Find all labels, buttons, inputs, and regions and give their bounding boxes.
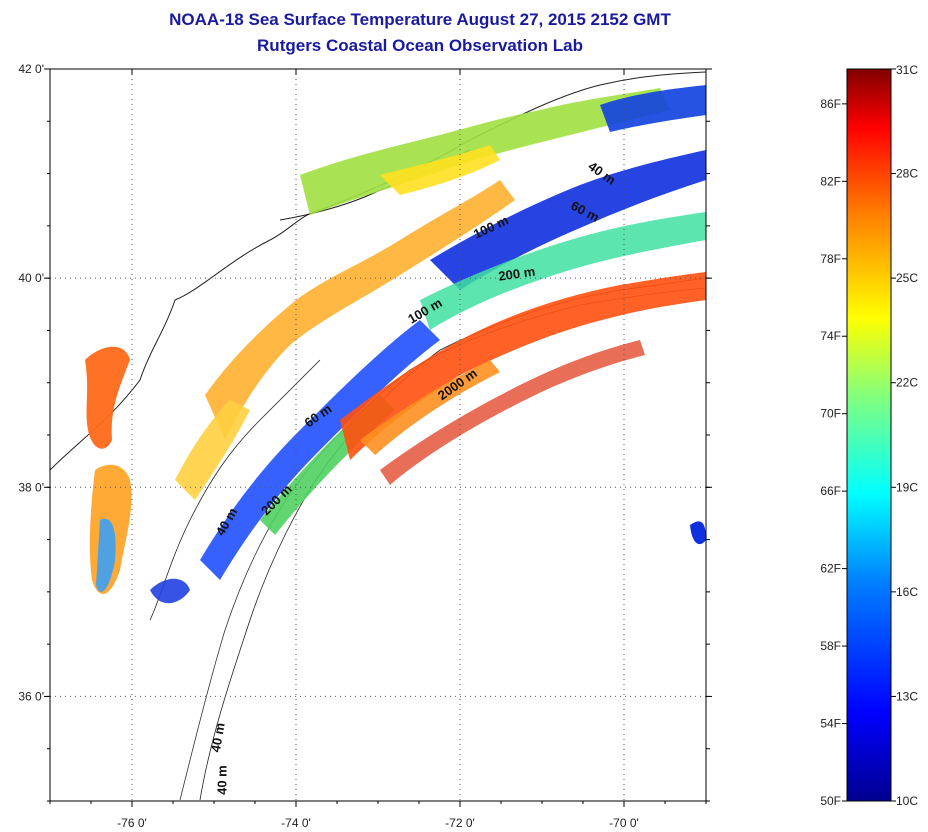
x-tick-label: -76 0': [117, 816, 147, 830]
colorbar-c-label: 31C: [896, 63, 918, 77]
colorbar-f-label: 62F: [820, 562, 841, 576]
colorbar-f-label: 86F: [820, 97, 841, 111]
y-tick-label: 40 0': [18, 271, 44, 285]
colorbar-f-label: 66F: [820, 484, 841, 498]
x-tick-label: -72 0': [445, 816, 475, 830]
colorbar-c-label: 28C: [896, 167, 918, 181]
colorbar-fahrenheit-labels: 86F 82F 78F 74F 70F 66F 62F 58F 54F 50F: [820, 97, 847, 808]
x-axis-ticks: -76 0' -74 0' -72 0' -70 0': [49, 69, 707, 830]
colorbar-c-label: 25C: [896, 271, 918, 285]
y-axis-ticks: 42 0' 40 0' 38 0' 36 0': [18, 62, 712, 802]
shelf-contour: [149, 359, 321, 621]
y-tick-label: 36 0': [18, 689, 44, 703]
colorbar-f-label: 74F: [820, 329, 841, 343]
colorbar: [846, 68, 892, 802]
colorbar-f-label: 50F: [820, 794, 841, 808]
x-tick-label: -70 0': [609, 816, 639, 830]
colorbar-c-label: 19C: [896, 480, 918, 494]
contour-label: 40 m: [214, 765, 229, 795]
lat-lon-grid: [50, 68, 706, 801]
y-tick-label: 38 0': [18, 480, 44, 494]
map-subtitle: Rutgers Coastal Ocean Observation Lab: [257, 36, 583, 55]
colorbar-c-label: 10C: [896, 794, 918, 808]
colorbar-f-label: 54F: [820, 717, 841, 731]
contour-label: 200 m: [497, 264, 536, 284]
map-title: NOAA-18 Sea Surface Temperature August 2…: [169, 10, 671, 29]
contour-label: 40 m: [208, 722, 228, 754]
sst-field: [50, 71, 706, 801]
x-tick-label: -74 0': [281, 816, 311, 830]
colorbar-f-label: 78F: [820, 252, 841, 266]
colorbar-f-label: 82F: [820, 174, 841, 188]
colorbar-c-label: 16C: [896, 585, 918, 599]
colorbar-c-label: 22C: [896, 376, 918, 390]
y-tick-label: 42 0': [18, 62, 44, 76]
colorbar-f-label: 70F: [820, 407, 841, 421]
colorbar-f-label: 58F: [820, 639, 841, 653]
colorbar-c-label: 13C: [896, 689, 918, 703]
colorbar-celsius-labels: 31C 28C 25C 22C 19C 16C 13C 10C: [891, 63, 918, 808]
coastline: [50, 71, 706, 471]
